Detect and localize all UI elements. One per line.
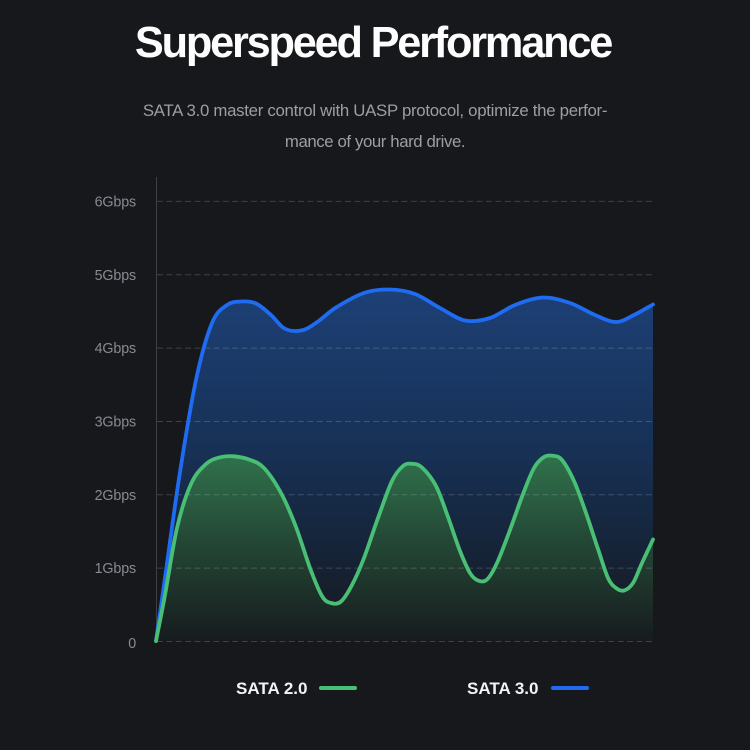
svg-text:6Gbps: 6Gbps	[95, 194, 136, 210]
svg-text:1Gbps: 1Gbps	[95, 561, 136, 577]
svg-text:2Gbps: 2Gbps	[95, 488, 136, 504]
svg-text:4Gbps: 4Gbps	[95, 341, 136, 357]
svg-text:0: 0	[128, 636, 136, 652]
svg-text:3Gbps: 3Gbps	[95, 415, 136, 431]
svg-text:5Gbps: 5Gbps	[95, 268, 136, 284]
